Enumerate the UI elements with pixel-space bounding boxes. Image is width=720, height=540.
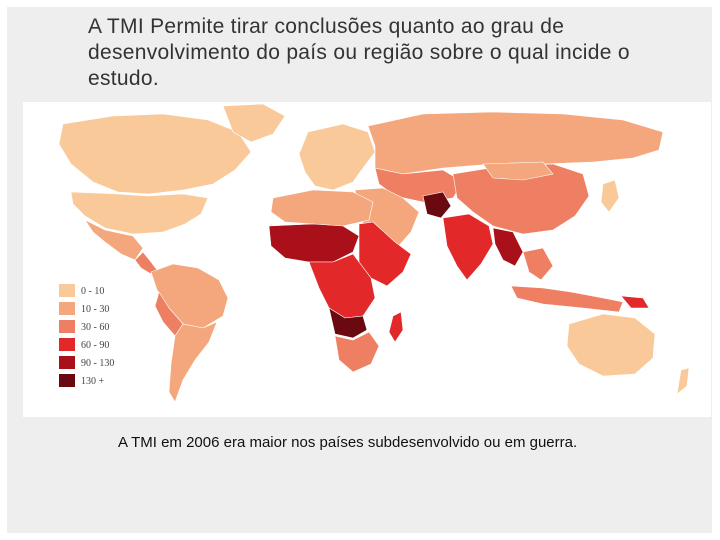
region-europe (298, 123, 376, 191)
world-infant-mortality-map: 0 - 10 10 - 30 30 - 60 60 - 90 90 - 130 … (58, 103, 690, 403)
region-north-africa (270, 189, 374, 227)
region-new-zealand (676, 367, 690, 395)
region-australia (566, 313, 656, 377)
region-madagascar (388, 311, 404, 343)
legend-label-0-10: 0 - 10 (81, 286, 104, 297)
region-papua-new-guinea (620, 295, 650, 309)
region-myanmar-indochina (492, 227, 524, 267)
legend-swatch-130-plus (59, 374, 75, 387)
legend-swatch-10-30 (59, 302, 75, 315)
legend-label-60-90: 60 - 90 (81, 340, 109, 351)
map-caption: A TMI em 2006 era maior nos países subde… (118, 434, 578, 451)
legend-label-10-30: 10 - 30 (81, 304, 109, 315)
region-india (442, 213, 494, 281)
legend-swatch-30-60 (59, 320, 75, 333)
region-usa (70, 191, 209, 235)
slide-title: A TMI Permite tirar conclusões quanto ao… (88, 15, 630, 90)
region-angola-zambia (328, 307, 368, 339)
region-southern-africa (334, 331, 380, 373)
legend-swatch-0-10 (59, 284, 75, 297)
legend-label-130-plus: 130 + (81, 376, 105, 387)
legend-swatch-60-90 (59, 338, 75, 351)
region-south-america-south (168, 321, 218, 403)
region-greenland (222, 103, 286, 143)
legend-label-30-60: 30 - 60 (81, 322, 109, 333)
region-southeast-asia (522, 247, 554, 281)
map-legend: 0 - 10 10 - 30 30 - 60 60 - 90 90 - 130 … (59, 284, 114, 387)
legend-swatch-90-130 (59, 356, 75, 369)
region-mongolia (482, 161, 554, 181)
region-sahel-west-africa (268, 223, 360, 263)
region-canada (58, 113, 252, 195)
region-japan (600, 179, 620, 213)
region-afghanistan (422, 191, 452, 219)
legend-label-90-130: 90 - 130 (81, 358, 114, 369)
region-central-africa (308, 253, 376, 319)
world-map-figure: 0 - 10 10 - 30 30 - 60 60 - 90 90 - 130 … (23, 102, 711, 417)
region-indonesia (510, 285, 624, 313)
